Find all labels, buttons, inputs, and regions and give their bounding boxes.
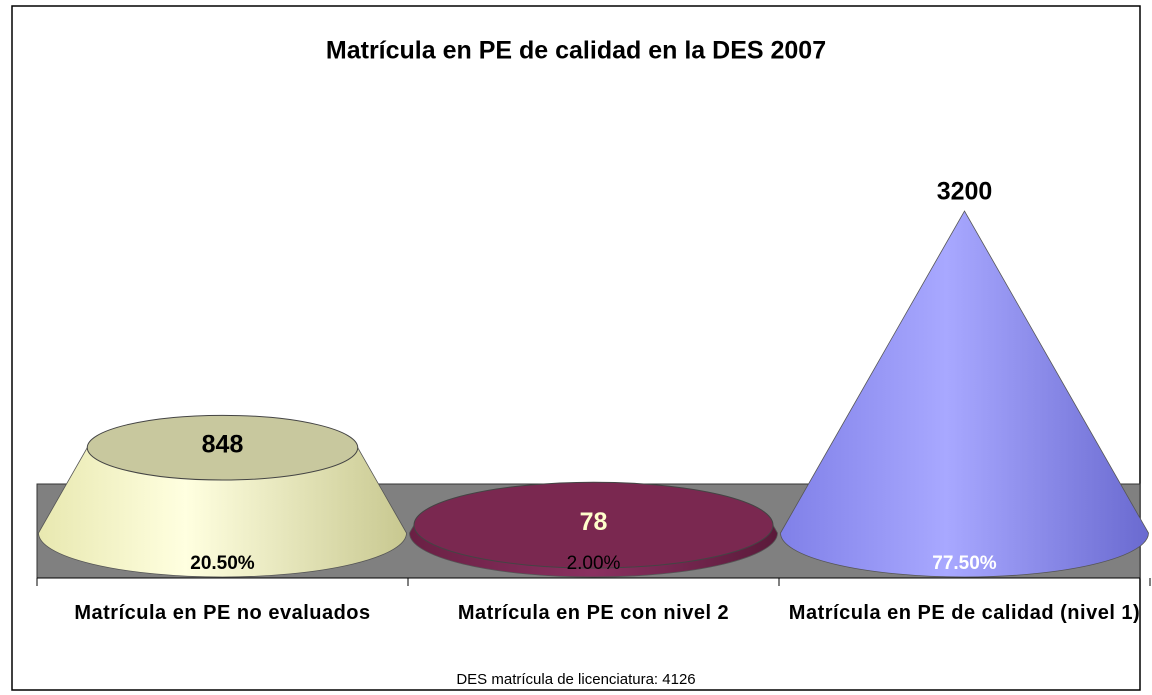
- cone-top: [86, 414, 359, 481]
- note: DES matrícula de licenciatura: 4126: [456, 671, 695, 688]
- cone-top: [413, 481, 774, 569]
- share-label: 77.50%: [932, 553, 997, 574]
- category-label: Matrícula en PE con nivel 2: [457, 602, 730, 624]
- category-label: Matrícula en PE no evaluados: [74, 602, 371, 624]
- cone-side: [780, 210, 1149, 578]
- share-label: 20.50%: [190, 553, 255, 574]
- cone-side: [38, 447, 407, 578]
- value-label: 848: [202, 430, 244, 458]
- category-label: Matrícula en PE de calidad (nivel 1): [788, 602, 1141, 624]
- value-label: 3200: [937, 178, 993, 206]
- value-label: 78: [580, 508, 608, 536]
- share-label: 2.00%: [567, 553, 621, 574]
- chart-title: Matrícula en PE de calidad en la DES 200…: [326, 37, 826, 65]
